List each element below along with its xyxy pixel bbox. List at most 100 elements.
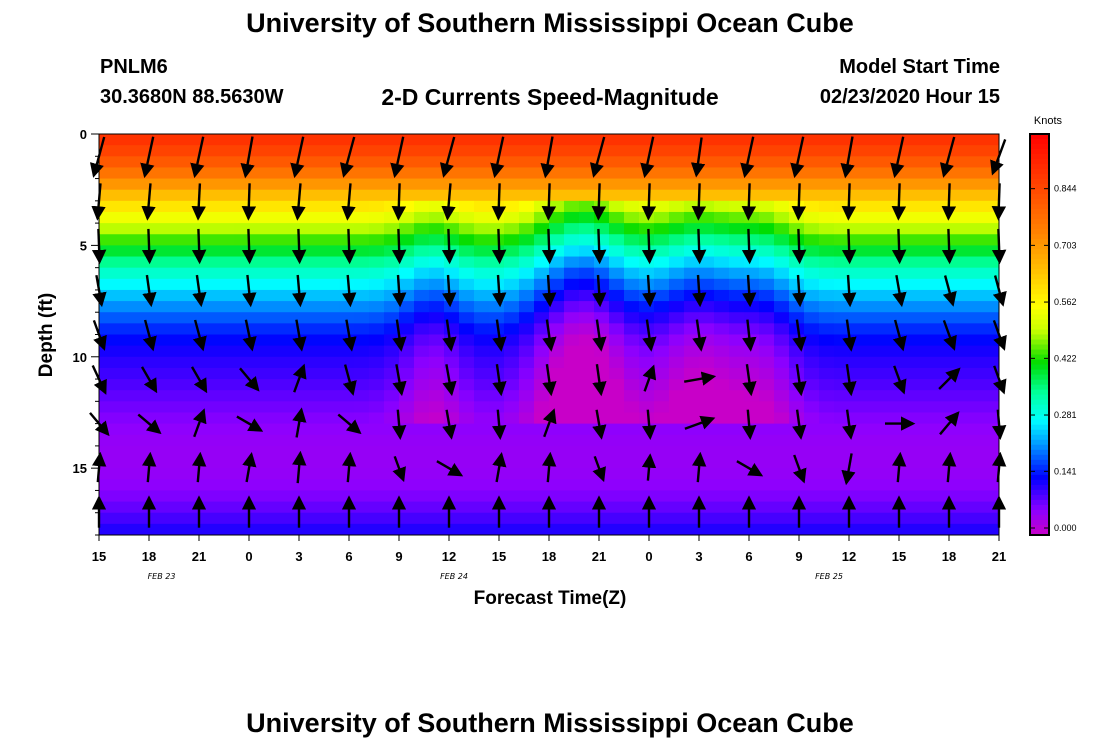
heatmap-cell	[174, 345, 190, 358]
heatmap-cell	[279, 367, 295, 380]
heatmap-cell	[324, 211, 340, 224]
colorbar-segment	[1030, 364, 1049, 371]
heatmap-cell	[669, 134, 685, 146]
heatmap-cell	[354, 512, 370, 525]
heatmap-cell	[324, 200, 340, 213]
heatmap-cell	[759, 134, 775, 146]
heatmap-cell	[594, 523, 610, 535]
heatmap-cell	[294, 512, 310, 525]
heatmap-cell	[534, 367, 550, 380]
heatmap-cell	[399, 312, 415, 324]
heatmap-cell	[624, 468, 640, 480]
station-id: PNLM6	[100, 56, 168, 78]
heatmap-cell	[459, 512, 475, 525]
heatmap-cell	[669, 345, 685, 358]
heatmap-cell	[519, 167, 535, 180]
heatmap-cell	[684, 134, 700, 146]
heatmap-cell	[789, 434, 805, 447]
heatmap-cell	[804, 434, 820, 447]
heatmap-cell	[309, 423, 325, 436]
heatmap-cell	[444, 301, 460, 313]
heatmap-cell	[159, 301, 175, 313]
heatmap-cell	[759, 367, 775, 380]
heatmap-cell	[279, 189, 295, 202]
current-arrow	[436, 460, 464, 477]
heatmap-cell	[609, 401, 625, 414]
heatmap-cell	[474, 200, 490, 213]
heatmap-cell	[384, 301, 400, 313]
heatmap-cell	[669, 178, 685, 191]
x-tick-label: 18	[142, 549, 156, 564]
heatmap-cell	[489, 457, 505, 469]
heatmap-cell	[924, 367, 940, 380]
heatmap-cell	[759, 145, 775, 157]
heatmap-cell	[429, 189, 445, 202]
current-arrow	[292, 407, 307, 438]
heatmap-cell	[294, 312, 310, 324]
heatmap-cell	[894, 145, 910, 157]
heatmap-cell	[624, 189, 640, 202]
current-arrow	[841, 228, 857, 265]
heatmap-cell	[459, 200, 475, 213]
heatmap-cell	[639, 523, 655, 535]
heatmap-cell	[249, 412, 265, 425]
heatmap-cell	[369, 312, 385, 324]
heatmap-cell	[219, 434, 235, 447]
heatmap-cell	[249, 345, 265, 358]
heatmap-cell	[174, 223, 190, 235]
heatmap-cell	[444, 178, 460, 191]
heatmap-cell	[159, 211, 175, 224]
heatmap-cell	[144, 267, 160, 280]
heatmap-cell	[939, 379, 955, 391]
heatmap-cell	[279, 312, 295, 324]
heatmap-cell	[759, 223, 775, 235]
heatmap-cell	[504, 401, 520, 414]
heatmap-cell	[669, 223, 685, 235]
heatmap-cell	[714, 401, 730, 414]
heatmap-cell	[864, 523, 880, 535]
heatmap-cell	[354, 523, 370, 535]
heatmap-cell	[639, 312, 655, 324]
heatmap-cell	[264, 390, 280, 402]
heatmap-cell	[744, 367, 760, 380]
colorbar-tick-label: 0.703	[1054, 240, 1077, 250]
heatmap-cell	[924, 345, 940, 358]
heatmap-cell	[609, 145, 625, 157]
heatmap-cell	[624, 211, 640, 224]
heatmap-cell	[954, 412, 970, 425]
heatmap-cell	[714, 457, 730, 469]
current-arrow	[890, 136, 905, 179]
heatmap-cell	[864, 200, 880, 213]
heatmap-cell	[369, 156, 385, 169]
heatmap-cell	[354, 278, 370, 291]
heatmap-cell	[264, 501, 280, 514]
heatmap-cell	[624, 490, 640, 503]
x-tick-label: 12	[442, 549, 456, 564]
heatmap-cell	[834, 412, 850, 425]
heatmap-cell	[339, 356, 355, 369]
heatmap-cell	[714, 167, 730, 180]
heatmap-cell	[684, 345, 700, 358]
heatmap-cell	[729, 457, 745, 469]
heatmap-cell	[459, 256, 475, 269]
current-arrow	[941, 451, 957, 483]
heatmap-cell	[564, 267, 580, 280]
heatmap-cell	[459, 312, 475, 324]
heatmap-cell	[534, 256, 550, 269]
heatmap-cell	[879, 312, 895, 324]
heatmap-cell	[519, 468, 535, 480]
heatmap-cell	[309, 379, 325, 391]
heatmap-cell	[564, 189, 580, 202]
heatmap-cell	[189, 457, 205, 469]
heatmap-cell	[864, 145, 880, 157]
colorbar-segment	[1030, 514, 1049, 521]
heatmap-cell	[489, 289, 505, 302]
heatmap-cell	[399, 145, 415, 157]
heatmap-cell	[549, 278, 565, 291]
heatmap-cell	[114, 312, 130, 324]
heatmap-cell	[864, 267, 880, 280]
heatmap-cell	[804, 323, 820, 336]
heatmap-cell	[519, 156, 535, 169]
heatmap-cell	[639, 457, 655, 469]
heatmap-cell	[264, 289, 280, 302]
